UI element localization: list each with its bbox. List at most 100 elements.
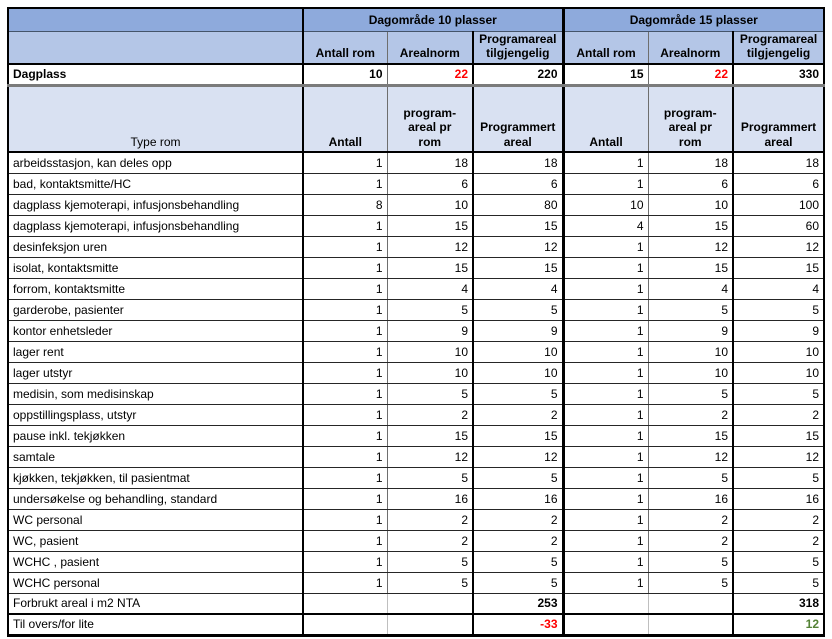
table-row: WC personal 1 2 2 1 2 2 (8, 509, 824, 531)
room-type-label: dagplass kjemoterapi, infusjonsbehandlin… (8, 215, 304, 237)
table-row: lager utstyr 1 10 10 1 10 10 (8, 362, 824, 384)
antall-cell-left: 1 (303, 278, 388, 300)
room-type-label: kontor enhetsleder (8, 320, 304, 342)
antall-cell-right: 1 (563, 236, 649, 258)
forbrukt-empty-4 (648, 593, 734, 615)
programmert-cell-right: 15 (733, 425, 824, 447)
antall-cell-right: 1 (563, 404, 649, 426)
table-row: WCHC , pasient 1 5 5 1 5 5 (8, 551, 824, 573)
room-type-label: desinfeksjon uren (8, 236, 304, 258)
norm-cell-right: 15 (648, 215, 734, 237)
antall-cell-left: 1 (303, 362, 388, 384)
antall-cell-right: 1 (563, 467, 649, 489)
norm-cell-right: 5 (648, 467, 734, 489)
antall-cell-left: 1 (303, 404, 388, 426)
antall-cell-right: 1 (563, 173, 649, 195)
norm-cell-right: 5 (648, 383, 734, 405)
antall-cell-right: 1 (563, 320, 649, 342)
room-type-label: undersøkelse og behandling, standard (8, 488, 304, 510)
norm-column-header-left: program- areal pr rom (387, 85, 474, 153)
programmert-cell-right: 4 (733, 278, 824, 300)
table-row: isolat, kontaktsmitte 1 15 15 1 15 15 (8, 257, 824, 279)
antall-cell-right: 1 (563, 299, 649, 321)
programmert-cell-right: 5 (733, 572, 824, 594)
norm-cell-left: 15 (387, 257, 474, 279)
norm-cell-right: 18 (648, 152, 734, 174)
norm-cell-left: 5 (387, 467, 474, 489)
programmert-column-header-left: Programmert areal (473, 85, 565, 153)
norm-cell-right: 2 (648, 509, 734, 531)
room-type-label: kjøkken, tekjøkken, til pasientmat (8, 467, 304, 489)
programmert-cell-right: 9 (733, 320, 824, 342)
antall-cell-right: 1 (563, 509, 649, 531)
programmert-cell-left: 16 (473, 488, 565, 510)
programmert-cell-left: 12 (473, 236, 565, 258)
programmert-cell-left: 5 (473, 467, 565, 489)
norm-cell-right: 5 (648, 572, 734, 594)
room-type-label: WC, pasient (8, 530, 304, 552)
programmert-cell-left: 10 (473, 341, 565, 363)
programmert-cell-right: 12 (733, 446, 824, 468)
programmert-cell-left: 15 (473, 425, 565, 447)
programmert-cell-right: 5 (733, 551, 824, 573)
programmert-cell-left: 12 (473, 446, 565, 468)
programmert-cell-left: 80 (473, 194, 565, 216)
dagplass-rooms-left: 10 (303, 64, 388, 87)
programmert-cell-right: 18 (733, 152, 824, 174)
norm-cell-right: 12 (648, 236, 734, 258)
table-row: undersøkelse og behandling, standard 1 1… (8, 488, 824, 510)
room-type-label: bad, kontaktsmitte/HC (8, 173, 304, 195)
antall-cell-right: 1 (563, 383, 649, 405)
antall-cell-right: 4 (563, 215, 649, 237)
room-type-label: pause inkl. tekjøkken (8, 425, 304, 447)
room-program-table: Dagområde 10 plasser Dagområde 15 plasse… (7, 7, 825, 637)
group-title-left: Dagområde 10 plasser (303, 8, 565, 32)
norm-cell-left: 6 (387, 173, 474, 195)
antall-cell-left: 1 (303, 551, 388, 573)
antall-cell-left: 1 (303, 257, 388, 279)
dagplass-norm-left: 22 (387, 64, 474, 87)
antall-column-header-right: Antall (563, 85, 649, 153)
norm-cell-left: 2 (387, 404, 474, 426)
antall-column-header-left: Antall (303, 85, 388, 153)
room-type-label: oppstillingsplass, utstyr (8, 404, 304, 426)
corner-cell (8, 8, 304, 32)
antall-cell-left: 1 (303, 299, 388, 321)
group-title-row: Dagområde 10 plasser Dagområde 15 plasse… (8, 8, 824, 32)
programmert-cell-left: 2 (473, 404, 565, 426)
norm-cell-left: 16 (387, 488, 474, 510)
programmert-cell-left: 4 (473, 278, 565, 300)
antall-cell-left: 8 (303, 194, 388, 216)
programmert-cell-left: 2 (473, 530, 565, 552)
antall-cell-left: 1 (303, 467, 388, 489)
antall-cell-left: 1 (303, 173, 388, 195)
arealnorm-header-left: Arealnorm (387, 31, 474, 65)
programareal-header-right: Programareal tilgjengelig (733, 31, 824, 65)
programmert-cell-left: 2 (473, 509, 565, 531)
forbrukt-empty-3 (563, 593, 649, 615)
type-rom-header: Type rom (8, 85, 304, 153)
programmert-cell-left: 15 (473, 257, 565, 279)
antall-cell-left: 1 (303, 530, 388, 552)
dagplass-row: Dagplass 10 22 220 15 22 330 (8, 64, 824, 87)
room-type-label: lager utstyr (8, 362, 304, 384)
room-type-label: samtale (8, 446, 304, 468)
antall-rom-header-left: Antall rom (303, 31, 388, 65)
programmert-column-header-right: Programmert areal (733, 85, 824, 153)
programmert-cell-right: 100 (733, 194, 824, 216)
table-row: kjøkken, tekjøkken, til pasientmat 1 5 5… (8, 467, 824, 489)
norm-cell-left: 5 (387, 572, 474, 594)
room-type-label: isolat, kontaktsmitte (8, 257, 304, 279)
table-row: kontor enhetsleder 1 9 9 1 9 9 (8, 320, 824, 342)
norm-cell-left: 5 (387, 299, 474, 321)
antall-cell-left: 1 (303, 383, 388, 405)
table-row: bad, kontaktsmitte/HC 1 6 6 1 6 6 (8, 173, 824, 195)
antall-cell-right: 1 (563, 530, 649, 552)
norm-cell-right: 10 (648, 194, 734, 216)
norm-cell-left: 12 (387, 446, 474, 468)
dagplass-areal-left: 220 (473, 64, 565, 87)
room-program-sheet: Dagområde 10 plasser Dagområde 15 plasse… (7, 7, 825, 637)
programmert-cell-right: 10 (733, 362, 824, 384)
table-row: garderobe, pasienter 1 5 5 1 5 5 (8, 299, 824, 321)
antall-cell-right: 10 (563, 194, 649, 216)
